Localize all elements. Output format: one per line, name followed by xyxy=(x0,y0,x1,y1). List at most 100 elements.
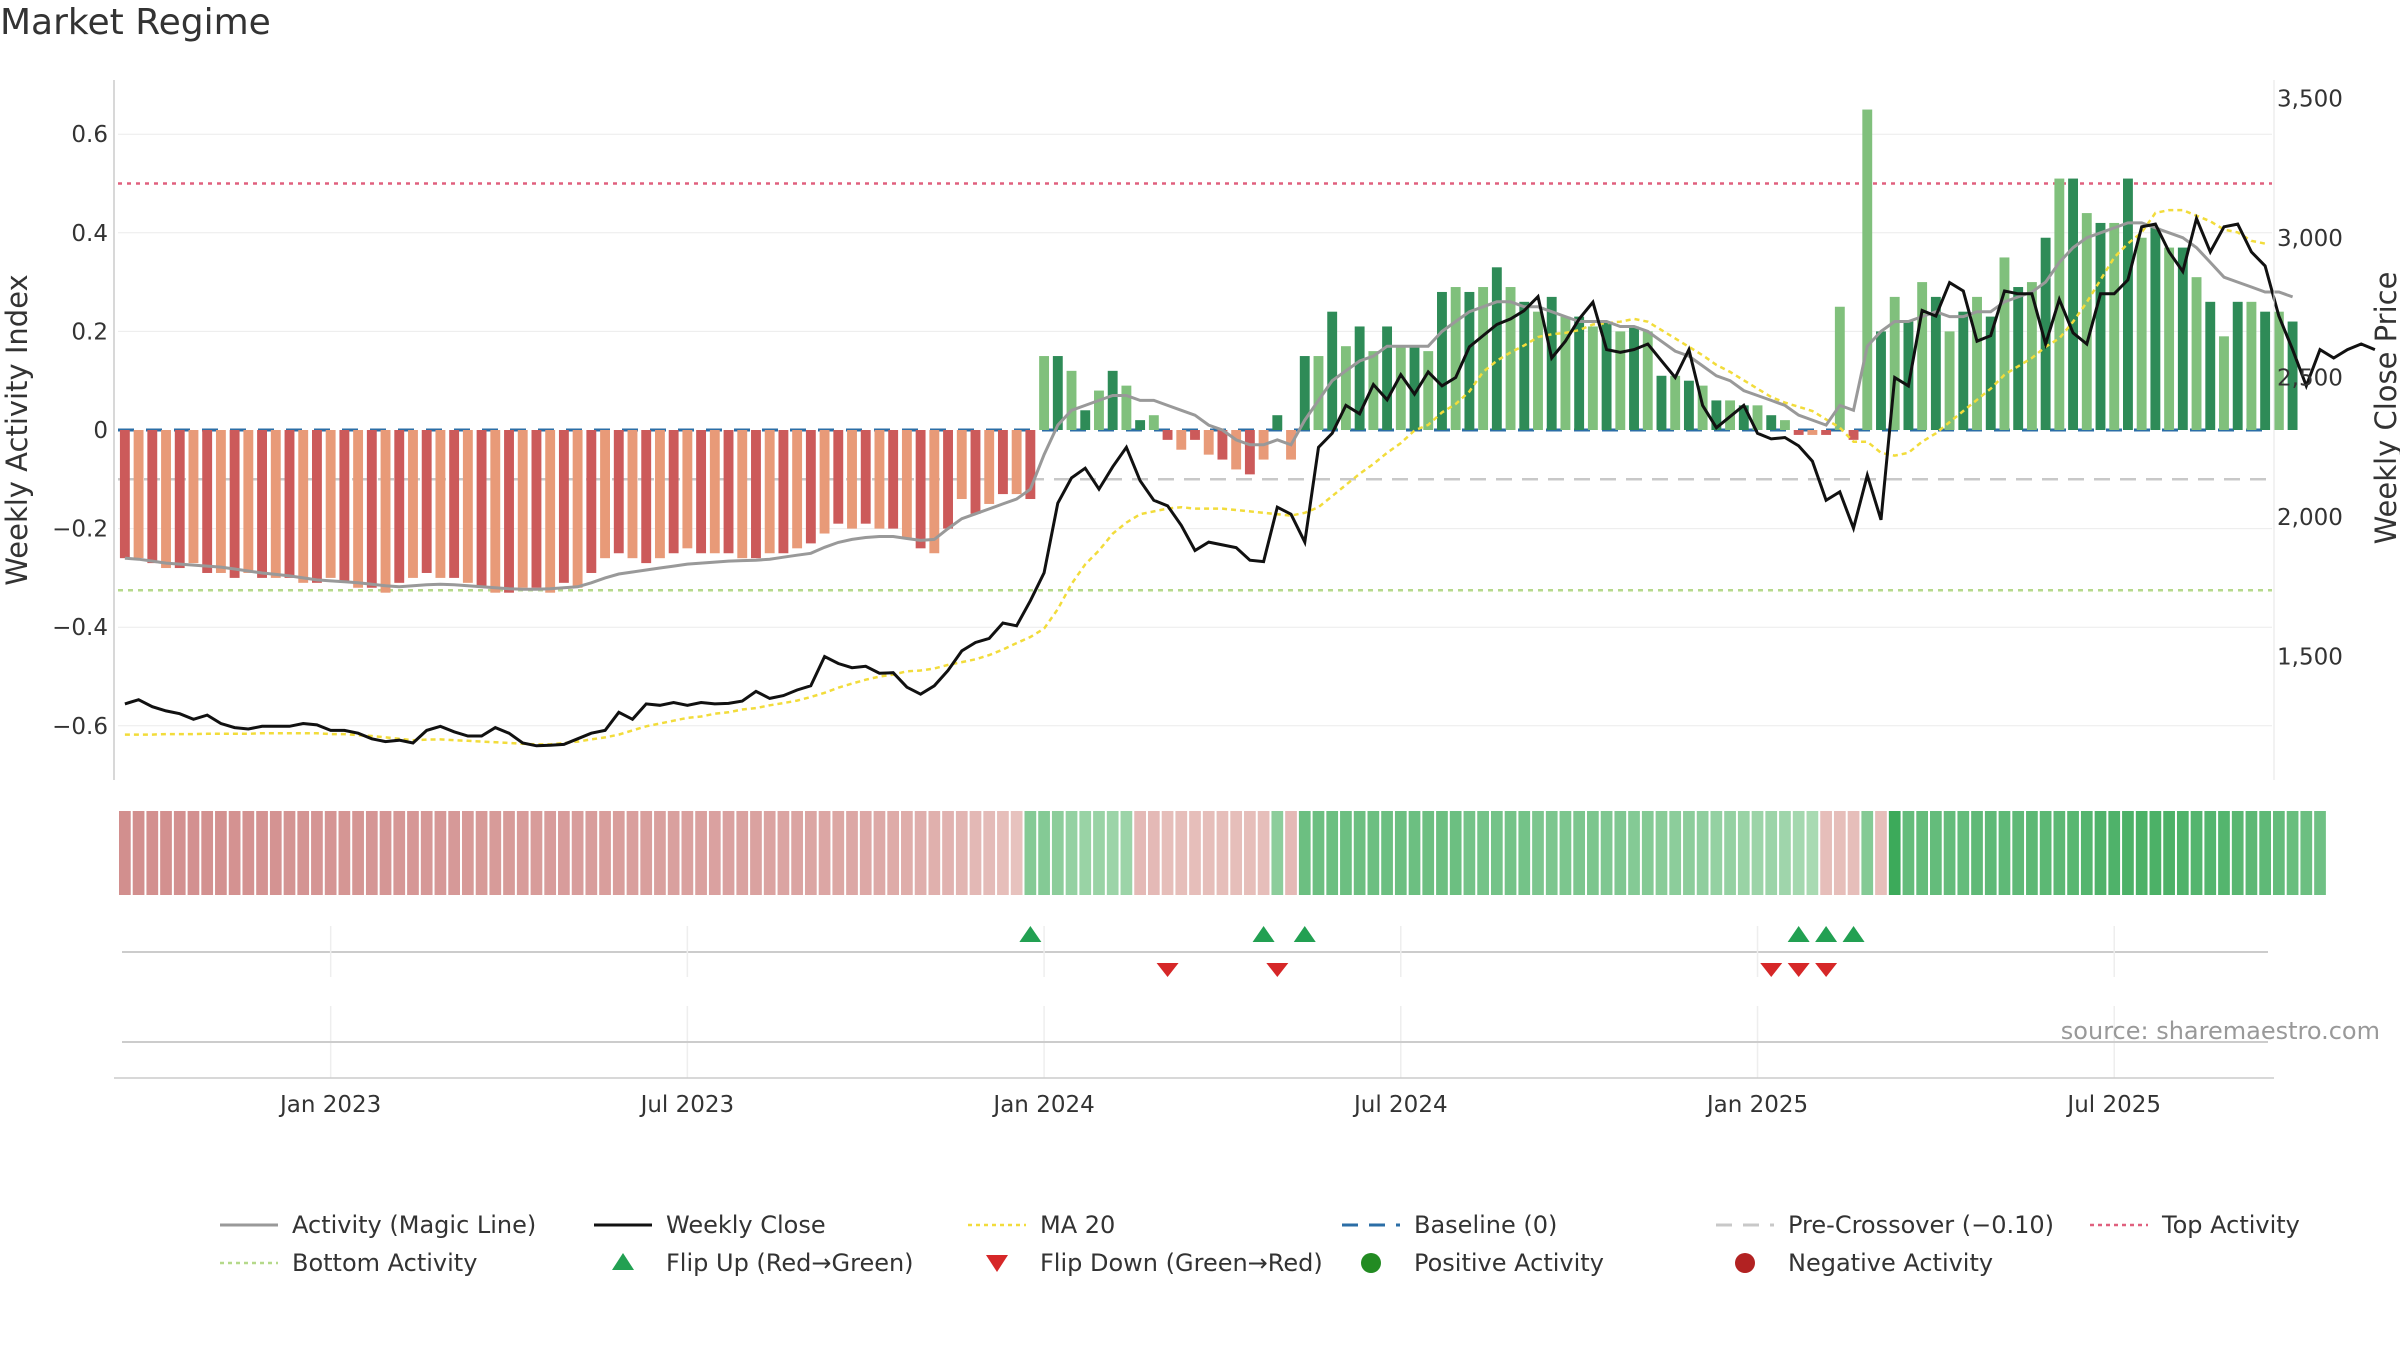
regime-strip-cell xyxy=(1257,811,1270,895)
activity-bar xyxy=(435,430,446,578)
activity-bar xyxy=(778,430,789,554)
regime-strip-cell xyxy=(324,811,337,895)
activity-bar xyxy=(2232,301,2243,430)
regime-strip-cell xyxy=(1394,811,1407,895)
activity-bar xyxy=(421,430,432,573)
regime-strip-cell xyxy=(1957,811,1970,895)
regime-strip-cell xyxy=(2218,811,2230,895)
regime-strip-cell xyxy=(393,811,406,895)
activity-bar xyxy=(1052,356,1063,430)
regime-strip-cell xyxy=(1449,811,1462,895)
regime-strip-cell xyxy=(1490,811,1503,895)
regime-strip-cell xyxy=(2039,811,2052,895)
regime-strip-cell xyxy=(1093,811,1105,895)
left-tick-label: −0.6 xyxy=(52,714,108,740)
activity-bar xyxy=(531,430,542,588)
series-lines xyxy=(124,208,2376,748)
activity-bar xyxy=(956,430,967,500)
regime-strip-cell xyxy=(1504,811,1517,895)
regime-strip-cell xyxy=(1696,811,1709,895)
activity-bar xyxy=(1478,287,1489,430)
activity-bar xyxy=(2177,247,2188,430)
regime-strip-cell xyxy=(1175,811,1188,895)
left-tick-label: −0.2 xyxy=(52,517,108,543)
legend-item-negative_activity: Negative Activity xyxy=(1735,1249,1993,1277)
regime-strip-cell xyxy=(2300,811,2313,895)
legend-item-weekly_close: Weekly Close xyxy=(594,1211,826,1239)
regime-strip-cell xyxy=(1669,811,1682,895)
activity-bar xyxy=(1972,296,1982,430)
activity-bar xyxy=(1848,430,1859,440)
source-label: source: sharemaestro.com xyxy=(2061,1017,2380,1045)
activity-bar xyxy=(1162,430,1173,440)
activity-bar xyxy=(284,430,295,578)
activity-bar xyxy=(1464,291,1475,430)
left-tick-label: 0.6 xyxy=(71,122,108,148)
activity-bar xyxy=(1395,346,1406,430)
activity-bar xyxy=(298,430,309,583)
flip-markers xyxy=(122,926,2268,977)
regime-strip-cell xyxy=(1765,811,1778,895)
activity-bar xyxy=(627,430,638,559)
activity-bar xyxy=(1519,301,1530,430)
regime-strip-cell xyxy=(750,811,762,895)
regime-strip-cell xyxy=(2094,811,2107,895)
activity-bar xyxy=(2273,311,2284,430)
x-tick-label: Jan 2025 xyxy=(1705,1092,1808,1118)
legend-item-pre_crossover: Pre-Crossover (−0.10) xyxy=(1716,1211,2054,1239)
activity-bar xyxy=(1766,415,1777,430)
activity-bar xyxy=(1807,430,1818,435)
activity-bar xyxy=(709,430,720,554)
regime-strip-cell xyxy=(969,811,982,895)
activity-bar xyxy=(696,430,707,554)
activity-bar xyxy=(1148,415,1159,430)
activity-bar xyxy=(1834,306,1845,430)
regime-strip-cell xyxy=(1600,811,1613,895)
activity-bar xyxy=(380,430,391,593)
activity-bar xyxy=(2040,237,2051,430)
regime-strip-cell xyxy=(1779,811,1791,895)
activity-bar xyxy=(1601,321,1612,430)
activity-bar xyxy=(174,430,185,569)
activity-bar xyxy=(792,430,803,549)
activity-bar xyxy=(1217,430,1228,460)
activity-bar xyxy=(202,430,213,573)
activity-bar xyxy=(2246,301,2257,430)
regime-strip-cell xyxy=(338,811,351,895)
activity-bar xyxy=(1491,267,1502,430)
activity-bar xyxy=(2068,178,2079,430)
legend-swatch-dot xyxy=(1361,1253,1381,1273)
activity-bar xyxy=(654,430,665,559)
activity-bar xyxy=(2205,301,2216,430)
regime-strip-cell xyxy=(1820,811,1832,895)
regime-strip-cell xyxy=(2245,811,2258,895)
activity-bar xyxy=(2150,227,2161,430)
regime-strip-cell xyxy=(1655,811,1668,895)
regime-strip-cell xyxy=(160,811,172,895)
legend-label: Bottom Activity xyxy=(292,1249,477,1277)
flip-down-marker xyxy=(1266,963,1289,977)
regime-strip-cell xyxy=(983,811,996,895)
regime-strip-cell xyxy=(626,811,639,895)
regime-strip-cell xyxy=(1751,811,1764,895)
activity-bar xyxy=(2123,178,2133,430)
activity-bar xyxy=(490,430,501,593)
regime-strip-cell xyxy=(2176,811,2189,895)
regime-strip-cell xyxy=(571,811,584,895)
activity-bar xyxy=(1670,375,1681,430)
activity-bar xyxy=(613,430,624,554)
activity-bar xyxy=(1080,410,1091,430)
x-tick-label: Jul 2025 xyxy=(2065,1092,2161,1118)
activity-bar xyxy=(1039,356,1050,430)
legend-item-activity_line: Activity (Magic Line) xyxy=(220,1211,536,1239)
regime-strip-cell xyxy=(2190,811,2203,895)
activity-bar xyxy=(915,430,926,549)
right-tick-label: 2,500 xyxy=(2277,366,2343,392)
activity-bar xyxy=(668,430,679,554)
regime-strip-cell xyxy=(804,811,817,895)
legend-label: Weekly Close xyxy=(666,1211,826,1239)
activity-bar xyxy=(1889,296,1900,430)
activity-bar xyxy=(2095,222,2106,430)
flip-down-marker xyxy=(1787,963,1810,977)
regime-strip-cell xyxy=(1326,811,1339,895)
